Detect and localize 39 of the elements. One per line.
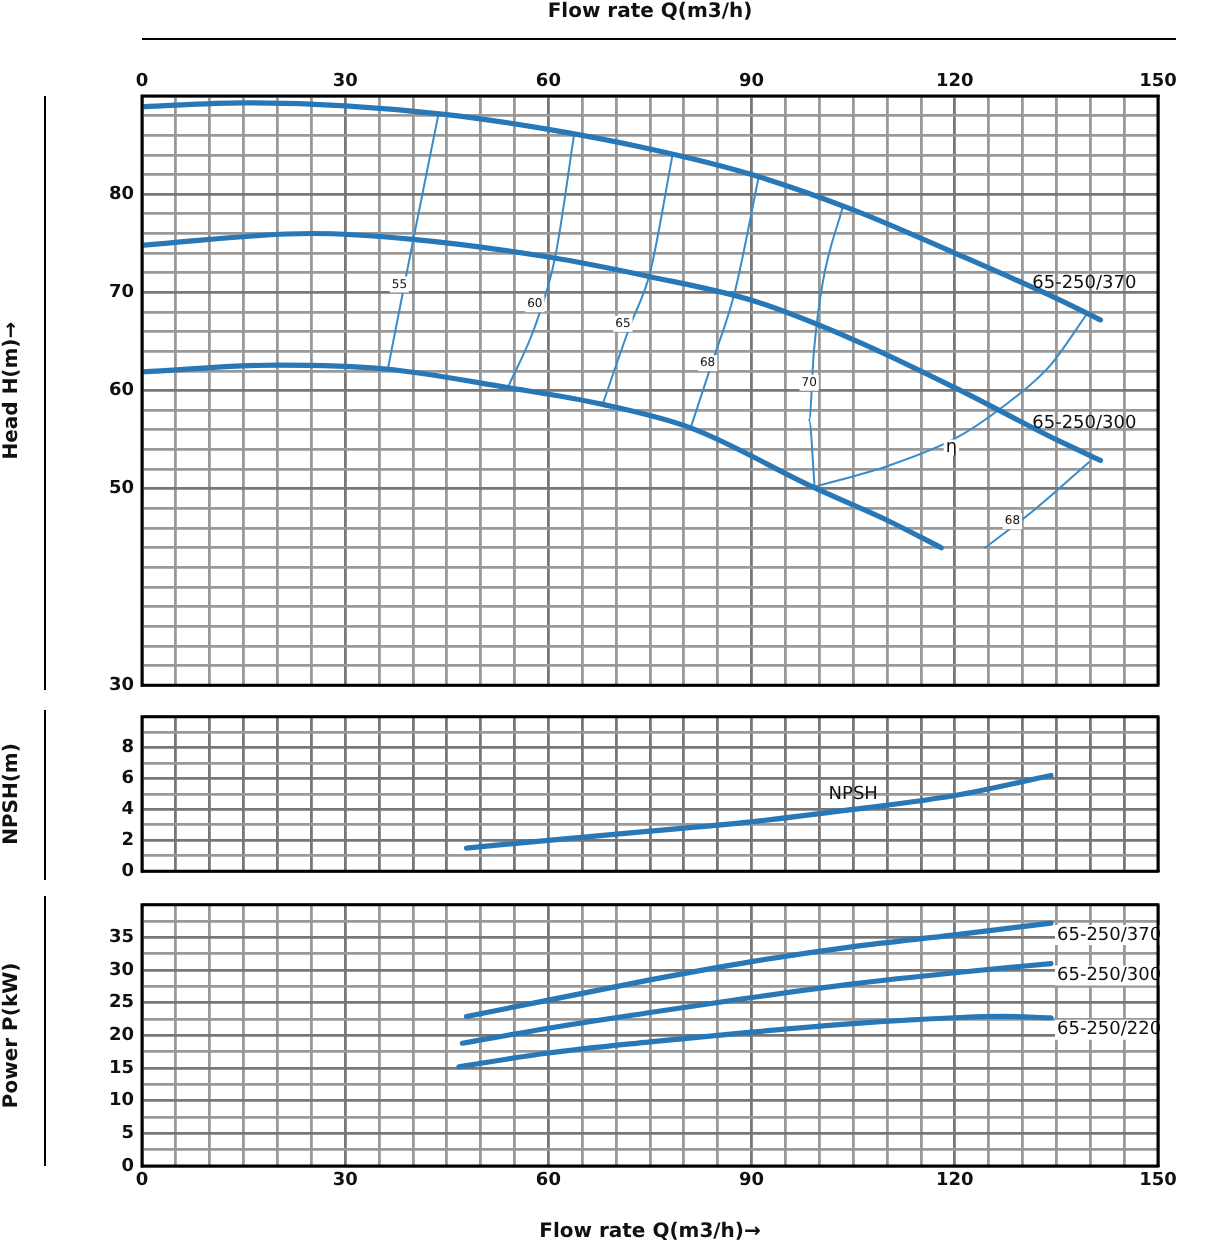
series-label: 65-250/300	[1032, 414, 1137, 435]
x-tick-label: 60	[535, 71, 561, 92]
x-tick-label: 120	[936, 71, 974, 92]
y-tick-label: 50	[108, 479, 134, 500]
y-tick-label: 35	[108, 928, 134, 949]
y-axis-title: Power P(kW)	[1, 962, 24, 1109]
x-tick-label: 150	[1139, 1171, 1177, 1192]
x-tick-label: 60	[535, 1171, 561, 1192]
y-axis-title: Head H(m)→	[1, 321, 24, 460]
y-tick-label: 60	[108, 381, 134, 402]
x-tick-label: 0	[135, 71, 149, 92]
y-tick-label: 70	[108, 283, 134, 304]
series-label: NPSH	[828, 785, 878, 806]
y-tick-label: 5	[121, 1124, 134, 1145]
x-tick-label: 90	[739, 1171, 765, 1192]
x-axis-title: Flow rate Q(m3/h)→	[539, 1221, 761, 1244]
y-tick-label: 30	[108, 960, 134, 981]
x-tick-label: 120	[936, 1171, 974, 1192]
y-tick-label: 8	[121, 738, 134, 759]
y-tick-label: 4	[121, 800, 134, 821]
y-tick-label: 0	[121, 1156, 134, 1177]
y-tick-label: 20	[108, 1026, 134, 1047]
y-axis-title: NPSH(m)	[1, 743, 24, 845]
x-tick-label: 150	[1139, 71, 1177, 92]
series-label: 65-250/370	[1032, 273, 1137, 294]
y-tick-label: 10	[108, 1091, 134, 1112]
x-tick-label: 90	[739, 71, 765, 92]
x-tick-label: 30	[332, 1171, 358, 1192]
x-tick-label: 0	[135, 1171, 149, 1192]
y-tick-label: 80	[108, 184, 134, 205]
y-tick-label: 2	[121, 831, 134, 852]
annotation: η	[945, 438, 958, 459]
x-axis-title: Flow rate Q(m3/h)	[547, 1, 753, 24]
y-tick-label: 15	[108, 1058, 134, 1079]
y-tick-label: 25	[108, 993, 134, 1014]
y-tick-label: 0	[121, 861, 134, 882]
y-tick-label: 6	[121, 769, 134, 790]
y-tick-label: 30	[108, 675, 134, 696]
x-tick-label: 30	[332, 71, 358, 92]
